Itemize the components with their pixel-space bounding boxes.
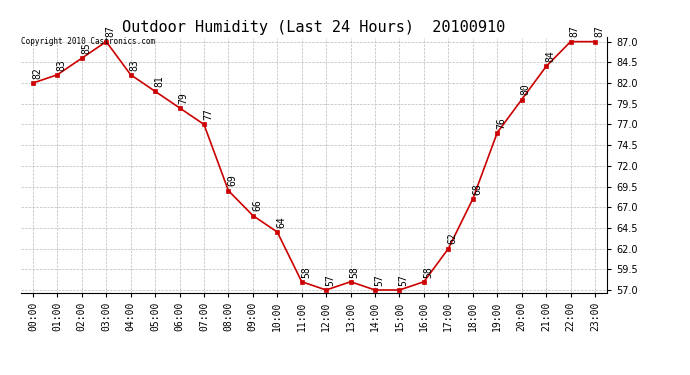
Title: Outdoor Humidity (Last 24 Hours)  20100910: Outdoor Humidity (Last 24 Hours) 2010091… — [122, 20, 506, 35]
Text: 85: 85 — [81, 42, 91, 54]
Text: 64: 64 — [277, 216, 286, 228]
Text: 76: 76 — [496, 117, 506, 129]
Text: 79: 79 — [179, 92, 188, 104]
Text: 58: 58 — [350, 266, 359, 278]
Text: 81: 81 — [155, 75, 164, 87]
Text: 57: 57 — [374, 274, 384, 286]
Text: 77: 77 — [203, 108, 213, 120]
Text: 66: 66 — [252, 200, 262, 211]
Text: 83: 83 — [57, 59, 66, 70]
Text: 68: 68 — [472, 183, 482, 195]
Text: 83: 83 — [130, 59, 140, 70]
Text: 69: 69 — [228, 175, 237, 186]
Text: 58: 58 — [423, 266, 433, 278]
Text: 84: 84 — [545, 51, 555, 62]
Text: 82: 82 — [32, 67, 42, 79]
Text: 57: 57 — [399, 274, 408, 286]
Text: 87: 87 — [106, 26, 115, 38]
Text: 58: 58 — [301, 266, 311, 278]
Text: 80: 80 — [521, 84, 531, 95]
Text: 87: 87 — [594, 26, 604, 38]
Text: 62: 62 — [448, 233, 457, 244]
Text: 87: 87 — [570, 26, 580, 38]
Text: 57: 57 — [326, 274, 335, 286]
Text: Copyright 2010 Castronics.com: Copyright 2010 Castronics.com — [21, 38, 155, 46]
